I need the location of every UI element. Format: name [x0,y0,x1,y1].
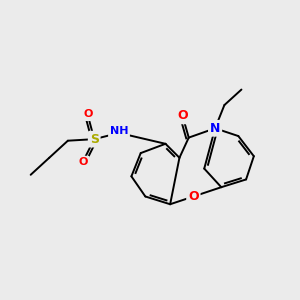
Text: O: O [83,110,93,119]
Text: O: O [188,190,199,203]
Text: S: S [90,133,99,146]
Text: O: O [79,158,88,167]
Text: O: O [177,110,188,122]
Text: N: N [210,122,220,135]
Text: NH: NH [110,126,128,136]
